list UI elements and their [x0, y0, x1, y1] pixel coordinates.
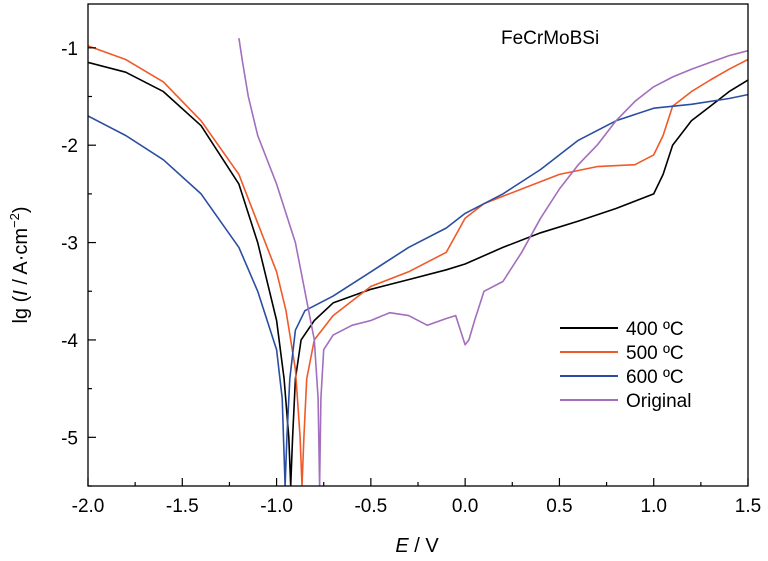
y-axis-label-unit: / A·cm [10, 228, 32, 290]
y-axis-label: lg (I / A·cm−2) [7, 206, 32, 323]
legend-label-3: Original [626, 391, 691, 412]
curves [88, 37, 748, 486]
series-line-0 [88, 61, 748, 486]
x-axis-label-unit: / V [409, 535, 440, 557]
legend-label-2: 600 ºC [626, 367, 684, 388]
legend-label-0: 400 ºC [626, 319, 684, 340]
legend-label-1: 500 ºC [626, 343, 684, 364]
y-axis-label-exp: −2 [7, 213, 22, 228]
y-tick-label: -4 [61, 331, 78, 352]
x-tick-label: -1.5 [166, 496, 199, 517]
y-axis-ticks: -1 -2 -3 -4 -5 [61, 39, 96, 487]
x-tick-label: 0.0 [452, 496, 478, 517]
x-tick-label: -0.5 [354, 496, 387, 517]
series-line-1 [88, 45, 748, 486]
y-axis-label-prefix: lg ( [10, 295, 32, 323]
series-line-2 [88, 93, 748, 486]
y-tick-label: -5 [61, 428, 78, 449]
y-tick-label: -1 [61, 39, 78, 60]
x-tick-label: 1.0 [641, 496, 667, 517]
y-axis-label-suffix: ) [10, 206, 32, 213]
plot-frame [87, 3, 749, 487]
y-tick-label: -2 [61, 136, 78, 157]
x-axis-label-var: E [395, 535, 409, 557]
x-tick-label: 0.5 [546, 496, 572, 517]
x-axis-ticks: -2.0 -1.5 -1.0 -0.5 0.0 0.5 1.0 1.5 [72, 478, 761, 517]
chart-annotation: FeCrMoBSi [501, 28, 599, 49]
x-tick-label: 1.5 [735, 496, 761, 517]
x-tick-label: -2.0 [72, 496, 105, 517]
y-axis-label-var: I [10, 290, 32, 296]
y-tick-label: -3 [61, 234, 78, 255]
legend: 400 ºC 500 ºC 600 ºC Original [560, 319, 691, 412]
x-axis-label: E / V [395, 535, 439, 557]
x-tick-label: -1.0 [260, 496, 293, 517]
series-line-3 [238, 37, 748, 486]
